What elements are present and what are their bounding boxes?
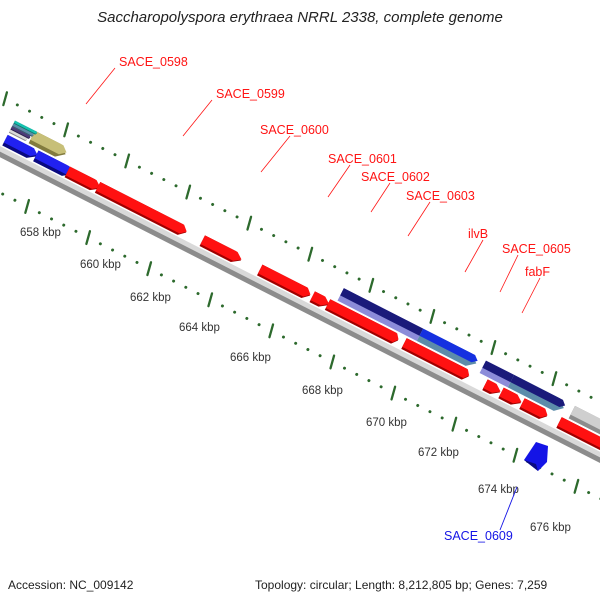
svg-text:662 kbp: 662 kbp (130, 292, 171, 304)
svg-text:668 kbp: 668 kbp (302, 385, 343, 397)
svg-text:SACE_0600: SACE_0600 (260, 123, 329, 137)
svg-text:fabF: fabF (525, 265, 550, 279)
svg-text:658 kbp: 658 kbp (20, 227, 61, 239)
svg-text:SACE_0609: SACE_0609 (444, 529, 513, 543)
svg-text:660 kbp: 660 kbp (80, 259, 121, 271)
svg-text:SACE_0605: SACE_0605 (502, 242, 571, 256)
svg-text:SACE_0601: SACE_0601 (328, 152, 397, 166)
svg-text:SACE_0598: SACE_0598 (119, 55, 188, 69)
svg-text:SACE_0599: SACE_0599 (216, 87, 285, 101)
svg-text:SACE_0602: SACE_0602 (361, 170, 430, 184)
svg-text:664 kbp: 664 kbp (179, 322, 220, 334)
svg-text:676 kbp: 676 kbp (530, 522, 571, 534)
svg-text:672 kbp: 672 kbp (418, 447, 459, 459)
svg-text:SACE_0603: SACE_0603 (406, 189, 475, 203)
svg-text:670 kbp: 670 kbp (366, 417, 407, 429)
svg-text:ilvB: ilvB (468, 227, 488, 241)
svg-text:674 kbp: 674 kbp (478, 484, 519, 496)
svg-text:666 kbp: 666 kbp (230, 352, 271, 364)
